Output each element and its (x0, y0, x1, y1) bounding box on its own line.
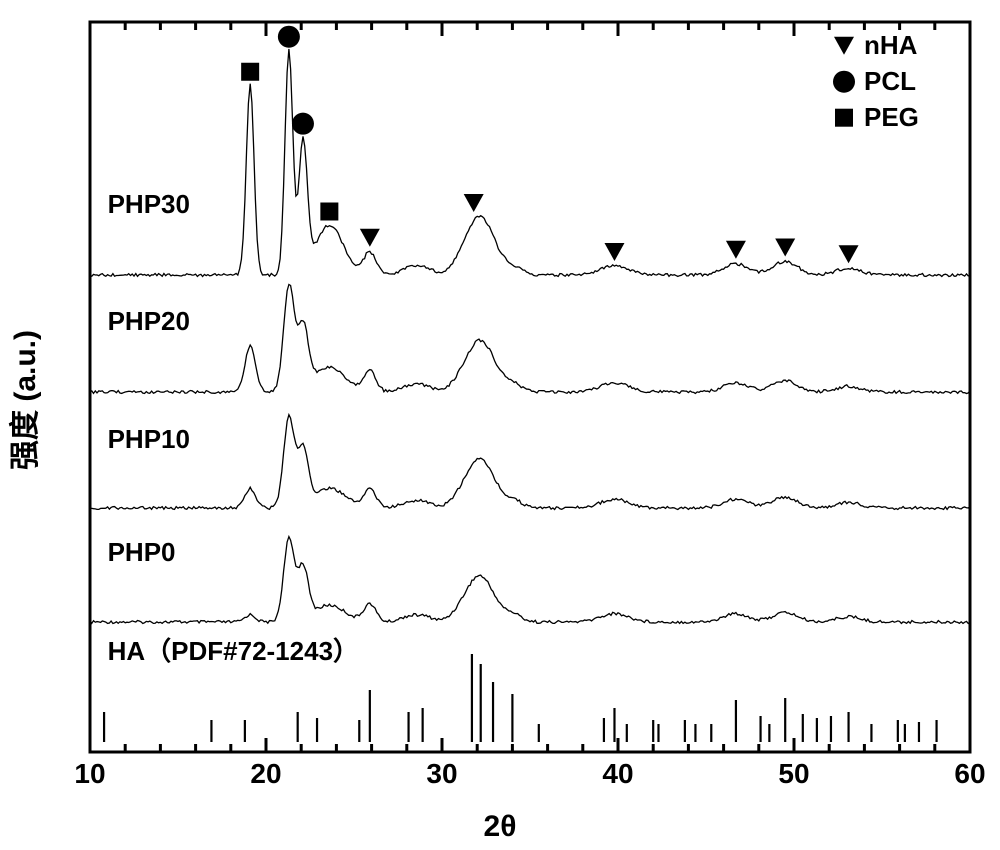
x-tick-label: 30 (426, 758, 457, 790)
legend-label: nHA (864, 30, 918, 60)
legend-label: PEG (864, 102, 919, 132)
square-icon (835, 109, 853, 127)
x-tick-label: 50 (778, 758, 809, 790)
xrd-trace-PHP10 (90, 415, 970, 510)
series-label-PHP10: PHP10 (108, 424, 190, 454)
x-tick-label: 40 (602, 758, 633, 790)
circle-icon (292, 113, 314, 135)
x-tick-label: 10 (74, 758, 105, 790)
circle-icon (278, 26, 300, 48)
xrd-trace-PHP20 (90, 285, 970, 394)
x-tick-label: 60 (954, 758, 985, 790)
pdf-ref-label: HA（PDF#72-1243） (108, 636, 359, 666)
triangle-down-icon (726, 241, 746, 259)
triangle-down-icon (464, 194, 484, 212)
xrd-trace-PHP0 (90, 537, 970, 624)
triangle-down-icon (604, 243, 624, 261)
series-label-PHP30: PHP30 (108, 189, 190, 219)
chart-container: 强度 (a.u.) PHP0PHP10PHP20PHP30HA（PDF#72-1… (0, 0, 1000, 850)
triangle-down-icon (839, 245, 859, 263)
series-label-PHP20: PHP20 (108, 306, 190, 336)
plot-svg: PHP0 PHP10 PHP20 PHP30 HA（PDF#72-1243） nHA PCL… (0, 0, 1000, 850)
x-axis-label: 2θ (0, 810, 1000, 844)
square-icon (241, 63, 259, 81)
legend-label: PCL (864, 66, 916, 96)
triangle-down-icon (775, 238, 795, 256)
triangle-down-icon (834, 37, 854, 55)
x-tick-label: 20 (250, 758, 281, 790)
triangle-down-icon (360, 229, 380, 247)
series-label-PHP0: PHP0 (108, 537, 176, 567)
circle-icon (833, 71, 855, 93)
square-icon (320, 203, 338, 221)
